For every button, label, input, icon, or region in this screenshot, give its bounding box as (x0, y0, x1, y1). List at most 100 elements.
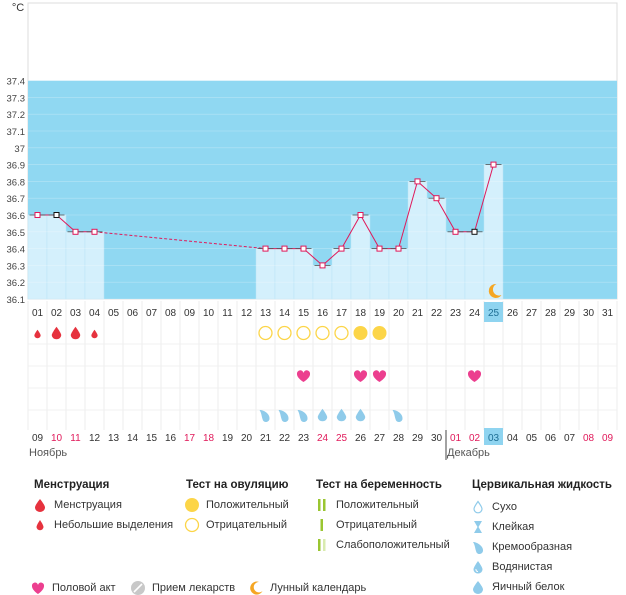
cycle-day-label[interactable]: 01 (32, 308, 44, 319)
cycle-day-label[interactable]: 26 (507, 308, 519, 319)
y-axis: 36.1 36.2 36.3 36.4 36.5 36.6 36.7 36.8 36.9 37 37… (7, 77, 26, 306)
temperature-point[interactable] (53, 212, 60, 218)
legend-label: Отрицательный (206, 519, 287, 531)
calendar-date-label: 15 (146, 433, 158, 444)
drop-icon (32, 497, 48, 513)
cycle-day-label[interactable]: 09 (184, 308, 196, 319)
calendar-date-label: 16 (165, 433, 177, 444)
temperature-point[interactable] (433, 195, 440, 202)
temperature-bar (27, 214, 48, 300)
cycle-day-label[interactable]: 21 (412, 308, 424, 319)
cycle-day-label[interactable]: 14 (279, 308, 291, 319)
temperature-point[interactable] (262, 245, 269, 252)
creamy-drop-icon (297, 410, 308, 423)
temperature-bars (27, 164, 504, 300)
outline-drop-icon (470, 499, 486, 515)
temperature-point[interactable] (471, 228, 478, 235)
pill-icon (130, 580, 146, 595)
cycle-day-label[interactable]: 04 (89, 308, 101, 319)
temperature-point[interactable] (91, 228, 98, 235)
menstruation-drop-icon (70, 326, 81, 340)
calendar-date-label: 19 (222, 433, 234, 444)
temperature-point[interactable] (319, 262, 326, 269)
calendar-date-label: 13 (108, 433, 120, 444)
cycle-day-label[interactable]: 03 (70, 308, 82, 319)
legend-label: Кремообразная (492, 541, 573, 553)
legend-cervical-sticky: Клейкая (470, 519, 534, 535)
ovulation-negative-icon (334, 325, 349, 341)
y-tick-label: 36.1 (7, 295, 26, 306)
temperature-line-segment (398, 181, 418, 249)
cycle-day-label[interactable]: 27 (526, 308, 538, 319)
small-drop-icon (32, 517, 48, 533)
cycle-day-label[interactable]: 13 (260, 308, 272, 319)
cycle-day-label[interactable]: 28 (545, 308, 557, 319)
cycle-day-label[interactable]: 08 (165, 308, 177, 319)
temperature-line-segment (360, 214, 380, 249)
calendar-date-label: 24 (317, 433, 329, 444)
cycle-day-label[interactable]: 24 (469, 308, 481, 319)
cycle-day-label[interactable]: 06 (127, 308, 139, 319)
temperature-point[interactable] (34, 212, 41, 218)
heart-icon (372, 370, 387, 382)
cycle-day-label[interactable]: 16 (317, 308, 329, 319)
eggwhite-drop-icon (355, 408, 366, 422)
cycle-day-label[interactable]: 29 (564, 308, 576, 319)
legend-cervical-eggwhite: Яичный белок (470, 579, 564, 595)
y-tick-label: 36.9 (7, 161, 26, 172)
temperature-line-segment (56, 214, 76, 233)
calendar-date-label: 09 (602, 433, 614, 444)
temperature-line-segment (303, 248, 323, 266)
cycle-day-label[interactable]: 23 (450, 308, 462, 319)
temperature-point[interactable] (300, 245, 307, 252)
cycle-day-label[interactable]: 25 (488, 308, 500, 319)
cycle-day-label[interactable]: 05 (108, 308, 120, 319)
y-tick-label: 37.3 (7, 93, 26, 104)
temperature-point[interactable] (357, 212, 364, 218)
calendar-date-label: 30 (431, 433, 443, 444)
legend-intercourse: Половой акт (30, 580, 116, 595)
cycle-day-label[interactable]: 19 (374, 308, 386, 319)
calendar-date-label: 20 (241, 433, 253, 444)
legend-pregnancy-title: Тест на беременность (316, 479, 442, 491)
cycle-day-label[interactable]: 07 (146, 308, 158, 319)
calendar-date-label: 14 (127, 433, 139, 444)
cycle-day-label[interactable]: 30 (583, 308, 595, 319)
cycle-day-label[interactable]: 10 (203, 308, 215, 319)
legend-ovulation-title: Тест на овуляцию (186, 479, 289, 491)
creamy-drop-icon (470, 539, 486, 555)
legend-cervical-creamy: Кремообразная (470, 539, 572, 555)
temperature-point[interactable] (452, 228, 459, 235)
cycle-day-label[interactable]: 17 (336, 308, 348, 319)
calendar-date-label: 06 (545, 433, 557, 444)
legend-label: Половой акт (52, 582, 116, 594)
y-tick-label: 36.7 (7, 194, 26, 205)
legend-label: Небольшие выделения (54, 519, 174, 531)
cycle-day-label[interactable]: 18 (355, 308, 367, 319)
cycle-day-label[interactable]: 22 (431, 308, 443, 319)
creamy-drop-icon (392, 410, 403, 423)
empty-circle-icon (184, 517, 200, 533)
cycle-day-label[interactable]: 11 (222, 308, 233, 319)
temperature-point[interactable] (414, 178, 421, 185)
temperature-point[interactable] (281, 245, 288, 252)
legend-medication: Прием лекарств (130, 580, 235, 595)
cycle-day-label[interactable]: 12 (241, 308, 253, 319)
calendar-date-label: 05 (526, 433, 538, 444)
legend-pregnancy-negative: Отрицательный (314, 517, 417, 533)
cycle-day-label[interactable]: 20 (393, 308, 405, 319)
temperature-point[interactable] (490, 161, 497, 168)
temperature-point[interactable] (395, 245, 402, 252)
cycle-day-label[interactable]: 02 (51, 308, 63, 319)
cycle-day-label[interactable]: 31 (602, 308, 614, 319)
legend-label: Клейкая (492, 521, 535, 533)
temperature-point[interactable] (72, 228, 79, 235)
legend-label: Положительный (336, 499, 419, 511)
temperature-point[interactable] (376, 245, 383, 252)
weak-bar-icon (314, 537, 330, 553)
y-tick-label: 37.1 (7, 127, 26, 138)
cycle-day-label[interactable]: 15 (298, 308, 310, 319)
legend-label: Прием лекарств (152, 582, 236, 594)
cycle-day-axis[interactable]: 01 02 03 04 05 06 07 08 09 10 11 12 13 14 15 16 17 18 19 20… (32, 302, 614, 322)
temperature-point[interactable] (338, 245, 345, 252)
